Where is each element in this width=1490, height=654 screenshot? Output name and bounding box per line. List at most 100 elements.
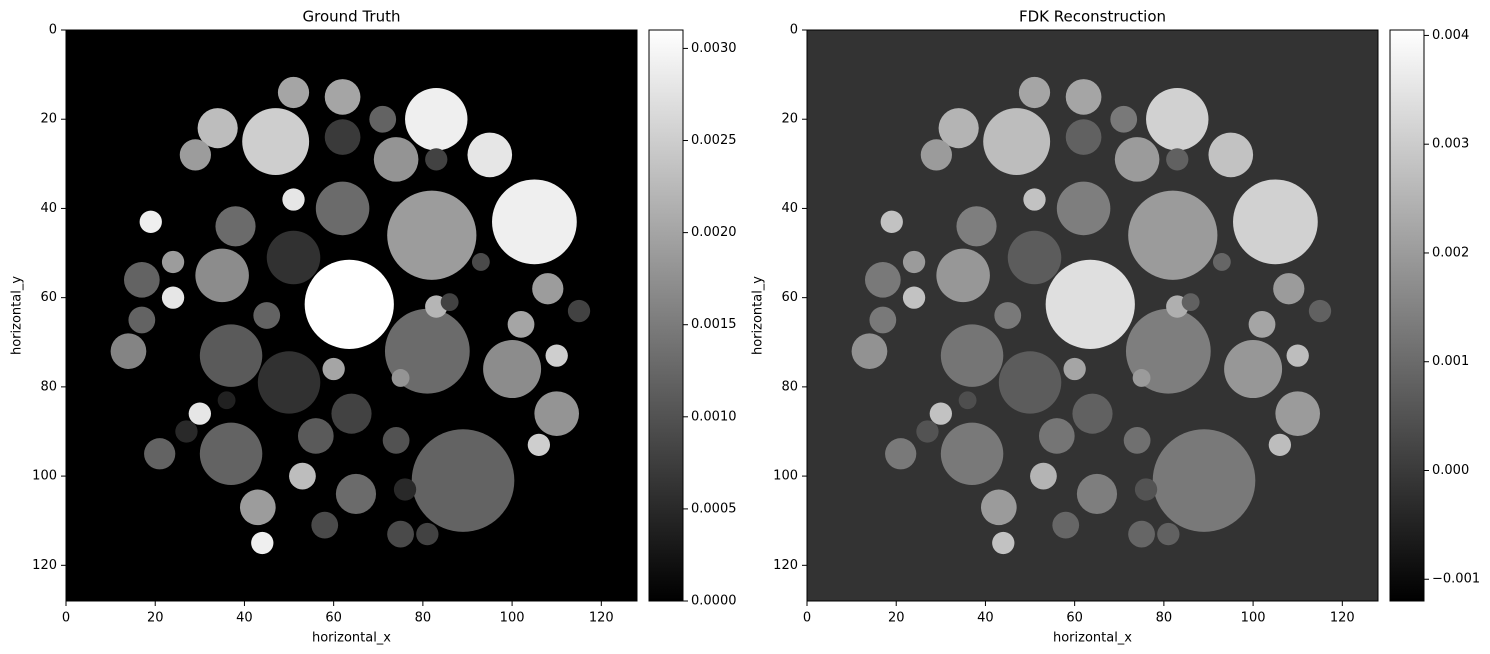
colorbar-tick-label: 0.0000	[691, 594, 737, 609]
phantom-disk	[289, 462, 316, 490]
colorbar-tick-label: 0.000	[1432, 463, 1469, 478]
phantom-disk	[161, 286, 185, 309]
phantom-disk	[324, 119, 361, 155]
phantom-disk	[315, 181, 370, 236]
phantom-disk	[1038, 418, 1075, 454]
phantom-disk	[1065, 119, 1102, 155]
x-tick-label: 120	[1330, 611, 1355, 626]
phantom-disk	[471, 253, 490, 271]
x-tick-label: 60	[1066, 611, 1083, 626]
phantom-disk	[1128, 190, 1218, 280]
phantom-disk	[992, 531, 1015, 555]
phantom-disk	[1052, 511, 1080, 539]
phantom-disk	[958, 391, 977, 410]
y-axis-label: horizontal_y	[10, 276, 25, 355]
phantom-disk	[1076, 473, 1118, 515]
phantom-disk	[282, 188, 305, 211]
axes-title: FDK Reconstruction	[1019, 8, 1166, 26]
phantom-disk	[175, 420, 198, 443]
x-axis-label: horizontal_x	[312, 631, 391, 646]
phantom-disk	[567, 299, 591, 323]
phantom-disk	[1181, 293, 1200, 312]
phantom-disk	[1146, 87, 1209, 151]
phantom-disk	[1110, 105, 1138, 133]
phantom-disk	[304, 259, 394, 349]
y-tick-label: 0	[49, 23, 57, 38]
phantom-disk	[331, 393, 372, 434]
phantom-disk	[161, 250, 185, 274]
phantom-disk	[335, 473, 377, 515]
phantom-disk	[1157, 522, 1180, 546]
phantom-disk	[139, 210, 162, 233]
phantom-disk	[1152, 429, 1256, 532]
phantom-disk	[980, 489, 1017, 526]
phantom-disk	[239, 489, 276, 526]
y-tick-label: 60	[781, 290, 798, 305]
y-tick-label: 120	[773, 558, 798, 573]
phantom-disk	[938, 108, 979, 149]
y-tick-label: 20	[40, 112, 57, 127]
phantom-disk	[266, 230, 321, 285]
colorbar-tick-label: 0.0020	[691, 225, 737, 240]
phantom-disk	[405, 87, 468, 151]
phantom-disk	[1212, 253, 1231, 271]
y-tick-label: 80	[40, 379, 57, 394]
phantom-disk	[1166, 148, 1189, 171]
phantom-disk	[128, 306, 156, 334]
phantom-disk	[179, 139, 211, 171]
phantom-disk	[532, 273, 564, 305]
colorbar-tick-label: −0.001	[1432, 572, 1480, 587]
phantom-disk	[902, 286, 926, 309]
phantom-disk	[1114, 137, 1160, 182]
x-tick-label: 60	[325, 611, 342, 626]
y-axis-label: horizontal_y	[751, 276, 766, 355]
colorbar-tick-label: 0.001	[1432, 354, 1469, 369]
phantom-disk	[253, 302, 281, 329]
x-tick-label: 100	[500, 611, 525, 626]
colorbar-tick-label: 0.0015	[691, 317, 737, 332]
phantom-disk	[851, 333, 888, 370]
phantom-disk	[1030, 462, 1057, 490]
phantom-disk	[1275, 391, 1321, 436]
axes-title: Ground Truth	[303, 8, 401, 26]
phantom-disk	[916, 420, 939, 443]
phantom-disk	[369, 105, 397, 133]
colorbar-tick-label: 0.0025	[691, 133, 737, 148]
x-axis-label: horizontal_x	[1053, 631, 1132, 646]
image	[66, 30, 637, 601]
phantom-disk	[440, 293, 459, 312]
phantom-disk	[416, 522, 439, 546]
phantom-disk	[123, 261, 160, 298]
phantom-disk	[1224, 340, 1283, 399]
phantom-disk	[936, 248, 990, 303]
phantom-disk	[1208, 132, 1254, 178]
phantom-disk	[940, 422, 1004, 486]
phantom-disk	[483, 340, 542, 399]
phantom-disk	[1248, 311, 1276, 338]
phantom-disk	[1308, 299, 1332, 323]
phantom-disk	[929, 402, 952, 425]
phantom-disk	[1268, 433, 1292, 457]
colorbar-tick-label: 0.002	[1432, 245, 1469, 260]
y-tick-label: 20	[781, 112, 798, 127]
x-tick-label: 0	[62, 611, 70, 626]
phantom-disk	[956, 206, 997, 247]
colorbar-tick-label: 0.004	[1432, 28, 1469, 43]
phantom-disk	[902, 250, 926, 274]
colorbar	[1389, 29, 1425, 602]
colorbar-tick-label: 0.003	[1432, 137, 1469, 152]
phantom-disk	[393, 478, 417, 501]
phantom-disk	[425, 148, 448, 171]
phantom-disk	[197, 108, 238, 149]
phantom-disk	[373, 137, 419, 182]
phantom-disk	[411, 429, 515, 532]
phantom-disk	[1132, 369, 1151, 387]
phantom-disk	[391, 369, 410, 387]
phantom-disk	[257, 351, 321, 414]
phantom-disk	[199, 324, 263, 387]
phantom-disk	[1056, 181, 1111, 236]
phantom-disk	[527, 433, 551, 457]
phantom-disk	[507, 311, 535, 338]
phantom-disk	[217, 391, 236, 410]
